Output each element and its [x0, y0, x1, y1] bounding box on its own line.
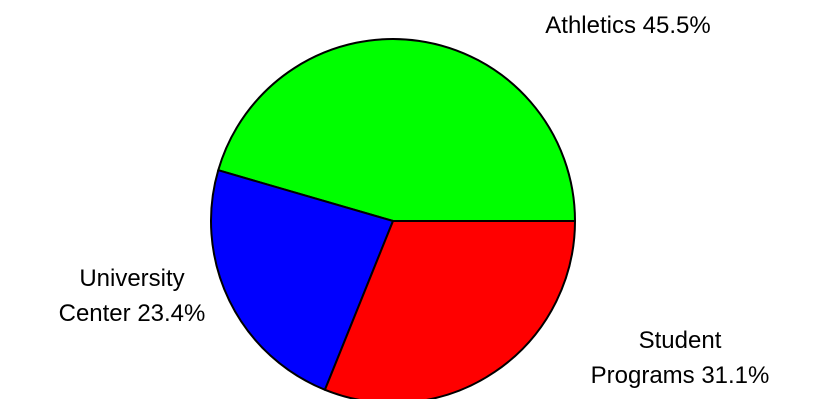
- pie-slice-athletics: [217, 38, 576, 222]
- slice-label-line: University: [79, 265, 184, 292]
- slice-label-student-programs: Student Programs 31.1%: [591, 327, 770, 389]
- slice-label-line: Programs 31.1%: [591, 362, 770, 389]
- pie-slices: [210, 38, 576, 399]
- pie-slice-student-programs: [323, 220, 576, 399]
- slice-label-line: Student: [639, 327, 722, 354]
- slice-label-university-center: University Center 23.4%: [59, 265, 206, 327]
- slice-label-line: Center 23.4%: [59, 300, 206, 327]
- slice-label-line: Athletics 45.5%: [545, 12, 710, 39]
- pie-labels: Athletics 45.5% University Center 23.4% Stu…: [59, 12, 770, 389]
- slice-label-athletics: Athletics 45.5%: [545, 12, 710, 39]
- pie-slice-university-center: [210, 169, 394, 391]
